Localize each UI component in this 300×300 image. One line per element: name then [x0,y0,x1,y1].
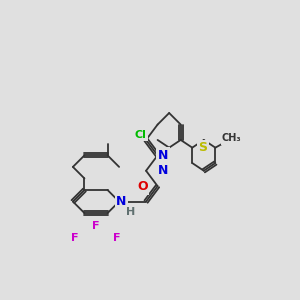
Text: Cl: Cl [135,130,147,140]
Text: F: F [71,233,79,243]
Text: H: H [126,207,135,217]
Text: N: N [158,164,168,177]
Text: F: F [113,233,121,243]
Text: O: O [137,180,148,194]
Text: N: N [158,149,168,162]
Text: CH₃: CH₃ [222,134,241,143]
Text: F: F [92,221,100,231]
Text: S: S [199,141,208,154]
Text: N: N [116,195,127,208]
